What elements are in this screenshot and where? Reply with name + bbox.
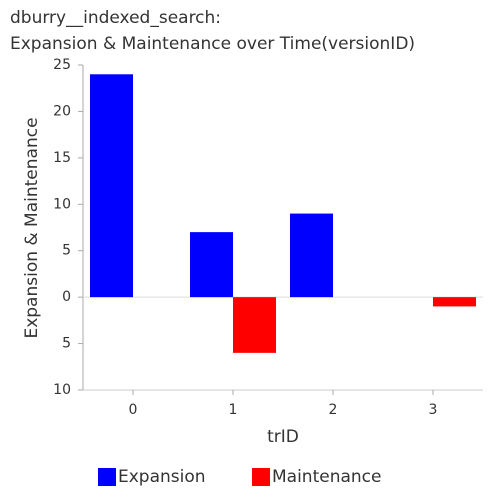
bar	[90, 74, 133, 298]
y-tick-label: 0	[62, 289, 71, 305]
legend-swatch	[98, 468, 116, 486]
x-axis-label: trID	[267, 427, 299, 447]
chart-title: Expansion & Maintenance over Time(versio…	[10, 34, 415, 54]
x-tick-label: 2	[329, 402, 338, 418]
bar	[290, 213, 333, 298]
y-tick-label: 25	[53, 57, 71, 73]
y-tick-label: 15	[53, 150, 71, 166]
y-tick-label: 5	[62, 243, 71, 259]
y-axis-label: Expansion & Maintenance	[22, 117, 42, 338]
bar	[190, 232, 233, 298]
chart-title: dburry__indexed_search:	[10, 8, 221, 28]
y-tick-label: 10	[53, 382, 71, 398]
bar	[433, 297, 476, 307]
x-tick-label: 3	[429, 402, 438, 418]
legend-label: Maintenance	[272, 467, 381, 487]
legend-label: Expansion	[118, 467, 206, 487]
bar	[233, 297, 276, 353]
x-tick-label: 0	[129, 402, 138, 418]
legend-swatch	[252, 468, 270, 486]
x-tick-label: 1	[229, 402, 238, 418]
y-tick-label: 20	[53, 103, 71, 119]
y-tick-label: 10	[53, 196, 71, 212]
y-tick-label: 5	[62, 336, 71, 352]
